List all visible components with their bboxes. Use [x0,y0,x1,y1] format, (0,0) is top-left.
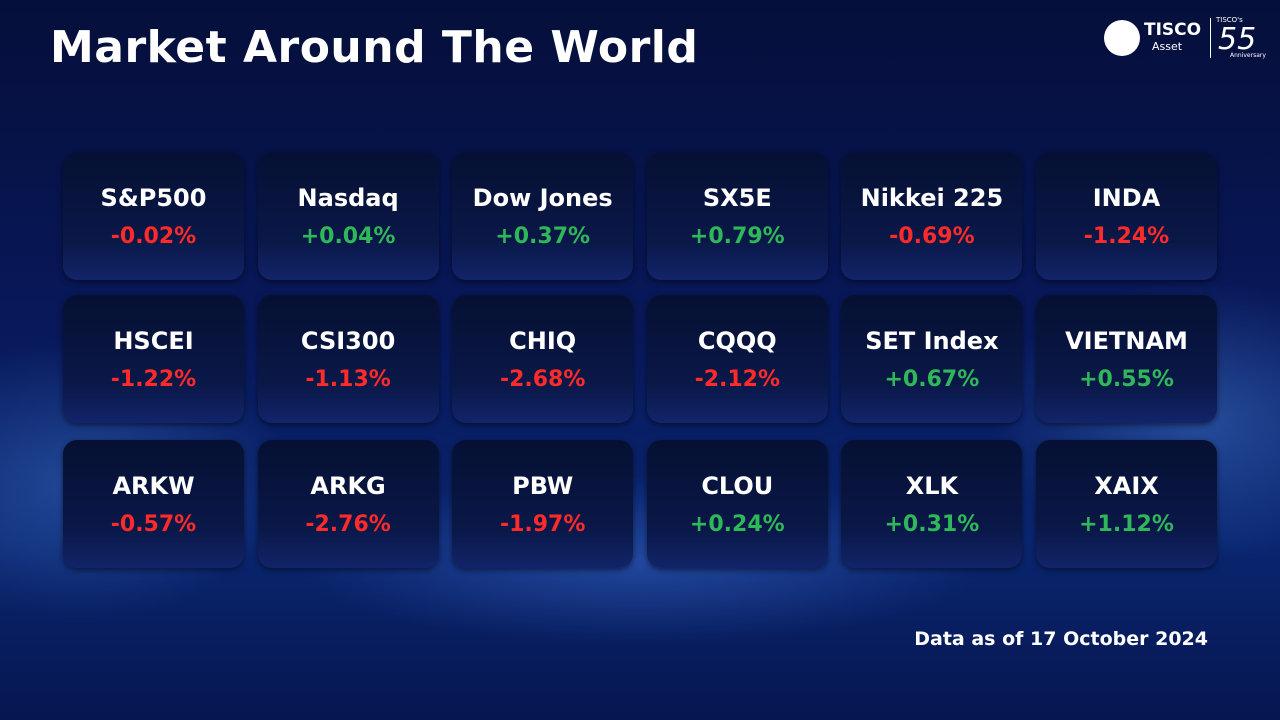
market-change: -0.57% [110,512,197,537]
market-tile: S&P500 -0.02% [63,152,244,280]
market-change: -1.13% [305,367,391,392]
market-change: -2.68% [499,367,586,392]
market-change: +0.37% [495,224,591,249]
market-tile: SX5E +0.79% [646,152,828,280]
market-name: PBW [512,472,574,500]
market-tile: INDA -1.24% [1036,152,1217,280]
market-name: HSCEI [113,327,194,355]
market-tile: Nasdaq +0.04% [257,152,439,280]
logo: TISCO Asset TISCO's 55 Anniversary [1104,16,1270,60]
market-name: SET Index [865,327,999,355]
market-name: VIETNAM [1065,327,1188,355]
market-name: CQQQ [697,327,777,355]
market-change: +1.12% [1079,512,1174,537]
market-name: XLK [905,472,959,500]
market-change: -0.02% [110,224,197,249]
market-tile: CLOU +0.24% [646,440,828,568]
market-change: +0.55% [1079,367,1174,392]
market-name: Dow Jones [472,184,613,212]
market-tile: ARKG -2.76% [257,440,439,568]
logo-sub: Asset [1152,40,1183,53]
market-change: +0.04% [300,224,396,249]
market-tile: XLK +0.31% [841,440,1023,568]
market-change: -1.22% [110,367,197,392]
market-tile: Nikkei 225 -0.69% [841,152,1023,280]
market-tile: Dow Jones +0.37% [452,152,634,280]
market-name: S&P500 [100,184,207,212]
market-name: CLOU [701,472,774,500]
anniversary-brand: TISCO's [1216,16,1243,24]
market-name: Nikkei 225 [860,184,1004,212]
market-name: Nasdaq [297,184,399,212]
logo-mark [1104,20,1140,56]
market-tile: HSCEI -1.22% [63,295,244,423]
market-name: ARKW [112,472,195,500]
title: Market Around The World [50,22,699,73]
market-tile: VIETNAM +0.55% [1036,295,1217,423]
market-name: XAIX [1094,472,1159,500]
market-change: +0.79% [689,224,785,249]
market-change: +0.24% [689,512,785,537]
anniversary-number: 55 [1218,22,1257,57]
market-tile: ARKW -0.57% [63,440,244,568]
market-name: CHIQ [509,327,577,355]
logo-brand: TISCO [1144,20,1202,40]
market-change: -1.24% [1083,224,1170,249]
market-change: +0.31% [884,512,980,537]
market-tile: SET Index +0.67% [841,295,1023,423]
market-change: -1.97% [499,512,586,537]
market-tile: CSI300 -1.13% [257,295,439,423]
market-change: -2.76% [305,512,391,537]
footer-note: Data as of 17 October 2024 [914,628,1208,650]
market-tile: CQQQ -2.12% [646,295,828,423]
anniversary-text: Anniversary [1230,52,1266,59]
market-change: +0.67% [884,367,980,392]
market-tile: XAIX +1.12% [1036,440,1217,568]
market-change: -0.69% [889,224,975,249]
logo-separator [1210,18,1211,58]
market-name: ARKG [310,472,386,500]
market-tile: CHIQ -2.68% [452,295,634,423]
market-name: CSI300 [300,327,396,355]
market-name: SX5E [702,184,772,212]
market-name: INDA [1092,184,1161,212]
market-change: -2.12% [694,367,781,392]
market-tile: PBW -1.97% [452,440,634,568]
